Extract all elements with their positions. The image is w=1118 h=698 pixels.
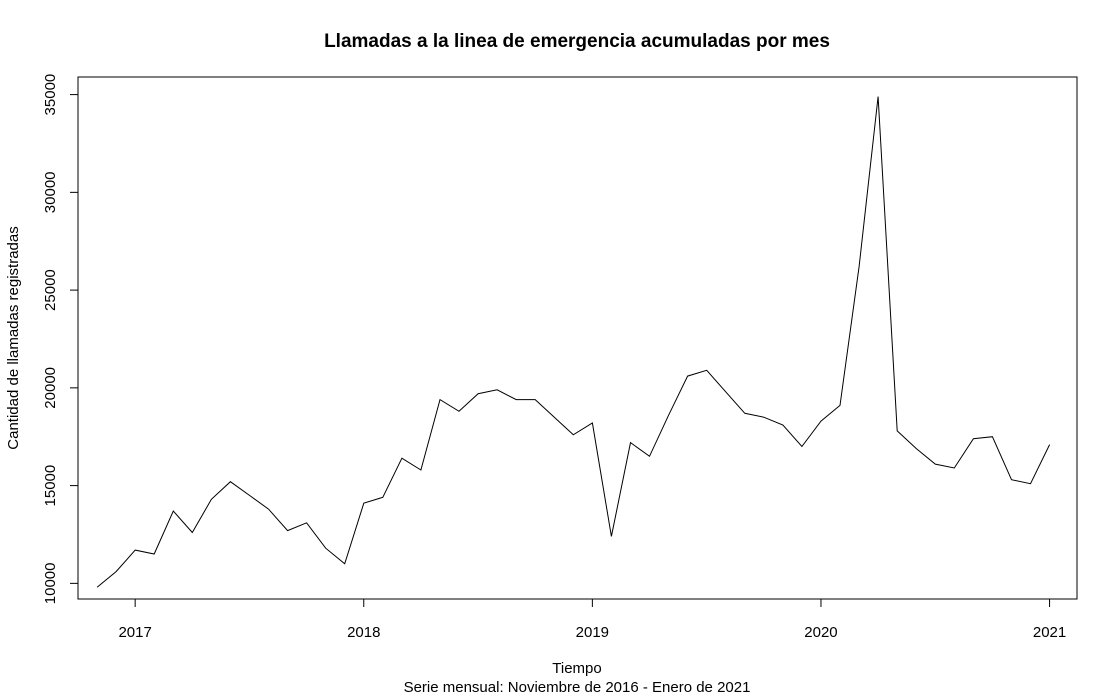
data-point-2020-02	[839, 405, 840, 406]
data-point-2019-11	[782, 424, 783, 425]
data-point-2020-09	[973, 438, 974, 439]
data-point-2019-05	[668, 415, 669, 416]
data-point-2017-01	[135, 550, 136, 551]
data-point-2018-05	[439, 399, 440, 400]
data-point-2020-03	[859, 266, 860, 267]
data-point-2020-04	[878, 96, 879, 97]
data-point-2020-08	[954, 467, 955, 468]
plot-frame	[77, 76, 1078, 600]
y-axis-label: Cantidad de llamadas registradas	[5, 226, 22, 449]
data-point-2017-10	[306, 522, 307, 523]
data-point-2017-11	[325, 548, 326, 549]
series-line	[96, 96, 1051, 588]
data-point-2020-12	[1030, 483, 1031, 484]
data-point-2019-01	[592, 422, 593, 423]
data-point-2017-04	[192, 532, 193, 533]
chart-subtitle: Serie mensual: Noviembre de 2016 - Enero…	[404, 679, 751, 696]
data-point-2019-03	[630, 442, 631, 443]
data-point-2019-07	[706, 370, 707, 371]
data-point-2018-01	[363, 503, 364, 504]
y-tick-label: 35000	[42, 74, 59, 116]
data-point-2017-06	[230, 481, 231, 482]
data-point-2018-07	[478, 393, 479, 394]
data-point-2021-01	[1049, 444, 1050, 445]
data-point-2019-09	[744, 413, 745, 414]
data-point-2020-11	[1011, 479, 1012, 480]
data-point-2017-09	[287, 530, 288, 531]
data-point-2019-10	[763, 417, 764, 418]
x-tick-label: 2020	[804, 624, 837, 641]
y-axis: 10000 15000 20000 25000 30000 35000	[42, 74, 79, 605]
y-tick-label: 30000	[42, 171, 59, 213]
data-points	[97, 96, 1051, 588]
data-point-2018-04	[420, 469, 421, 470]
data-point-2017-05	[211, 499, 212, 500]
data-point-2020-10	[992, 436, 993, 437]
x-axis: 2017 2018 2019 2020 2021	[118, 598, 1066, 641]
x-tick-label: 2017	[118, 624, 151, 641]
x-tick-label: 2021	[1033, 624, 1066, 641]
data-point-2018-02	[382, 497, 383, 498]
data-point-2019-04	[649, 456, 650, 457]
x-tick-label: 2018	[347, 624, 380, 641]
data-point-2017-12	[344, 563, 345, 564]
data-point-2016-12	[116, 571, 117, 572]
data-point-2018-06	[458, 411, 459, 412]
data-point-2018-09	[516, 399, 517, 400]
data-point-2020-01	[820, 421, 821, 422]
data-point-2020-06	[916, 448, 917, 449]
data-point-2019-08	[725, 391, 726, 392]
data-point-2020-05	[897, 430, 898, 431]
data-point-2017-07	[249, 495, 250, 496]
data-point-2019-06	[687, 376, 688, 377]
data-point-2018-10	[535, 399, 536, 400]
data-point-2017-08	[268, 509, 269, 510]
data-point-2019-02	[611, 536, 612, 537]
data-point-2016-11	[97, 587, 98, 588]
chart-title: Llamadas a la linea de emergencia acumul…	[324, 31, 830, 52]
data-point-2018-08	[497, 389, 498, 390]
y-tick-label: 15000	[42, 465, 59, 507]
x-tick-label: 2019	[576, 624, 609, 641]
x-axis-label: Tiempo	[552, 660, 601, 677]
data-point-2018-11	[554, 417, 555, 418]
data-point-2020-07	[935, 464, 936, 465]
data-point-2018-12	[573, 434, 574, 435]
y-tick-label: 25000	[42, 269, 59, 311]
y-tick-label: 10000	[42, 563, 59, 605]
data-point-2018-03	[401, 458, 402, 459]
data-point-2017-02	[154, 553, 155, 554]
y-tick-label: 20000	[42, 367, 59, 409]
data-point-2019-12	[801, 446, 802, 447]
data-point-2017-03	[173, 510, 174, 511]
